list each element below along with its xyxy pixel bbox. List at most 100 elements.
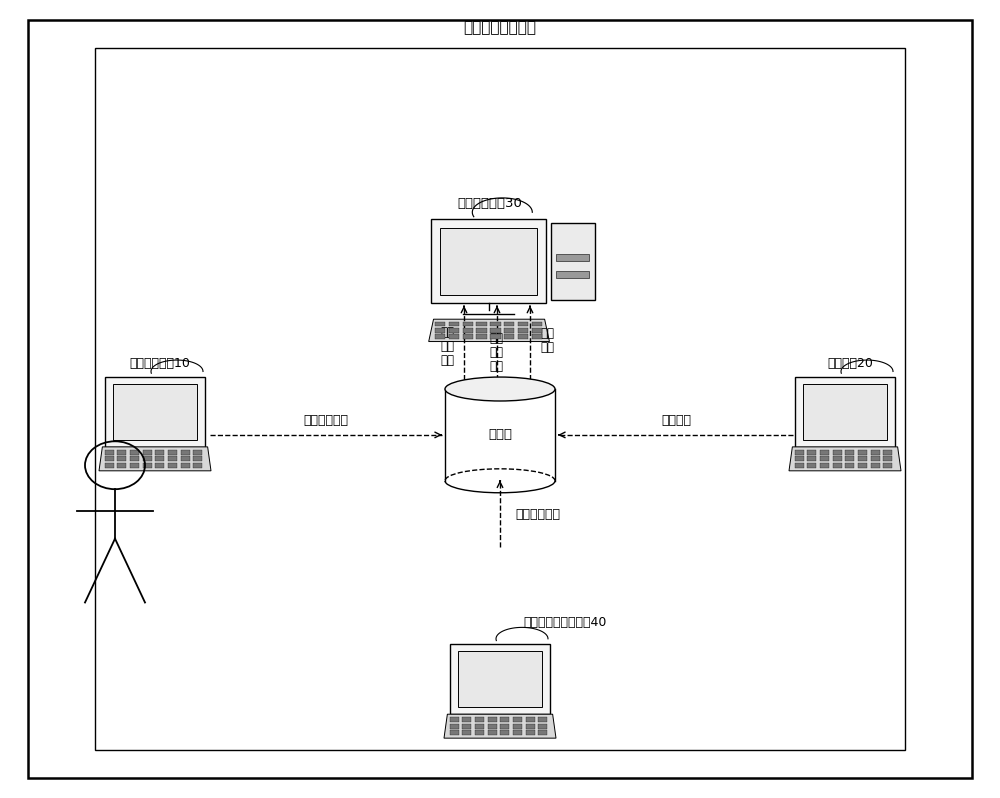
Text: 投料记录信息: 投料记录信息 (304, 414, 349, 427)
Bar (475, 724, 484, 729)
Bar (845, 456, 854, 461)
Bar (532, 322, 542, 326)
Text: 信息管理系统30: 信息管理系统30 (458, 197, 522, 210)
Bar (845, 463, 854, 468)
Bar (504, 328, 514, 333)
Bar (488, 724, 497, 729)
Polygon shape (429, 319, 549, 342)
Bar (871, 463, 880, 468)
Bar (463, 334, 473, 339)
Bar (556, 254, 589, 262)
Bar (807, 463, 816, 468)
Bar (871, 456, 880, 461)
Bar (168, 450, 177, 455)
Bar (858, 456, 867, 461)
Bar (181, 463, 190, 468)
Bar (795, 450, 804, 455)
Bar (105, 463, 114, 468)
Bar (445, 389, 555, 480)
Bar (143, 450, 152, 455)
Bar (538, 724, 547, 729)
Bar (490, 334, 501, 339)
Bar (193, 450, 202, 455)
Text: 投料
记录
信息: 投料 记录 信息 (440, 326, 454, 367)
Bar (807, 456, 816, 461)
Text: 入库
检测
指标: 入库 检测 指标 (489, 332, 503, 373)
Bar (450, 644, 550, 714)
Bar (500, 717, 509, 722)
Bar (463, 322, 473, 326)
Text: 物料信息管理平台: 物料信息管理平台 (464, 21, 536, 35)
Text: 配料信息: 配料信息 (661, 414, 691, 427)
Polygon shape (789, 447, 901, 471)
Bar (883, 456, 892, 461)
Bar (155, 456, 164, 461)
Bar (488, 717, 497, 722)
Bar (532, 334, 542, 339)
Bar (883, 450, 892, 455)
Bar (883, 463, 892, 468)
Bar (807, 450, 816, 455)
Bar (538, 717, 547, 722)
Bar (526, 730, 535, 735)
Bar (820, 450, 829, 455)
Bar (538, 730, 547, 735)
Bar (105, 377, 205, 447)
Bar (833, 463, 842, 468)
Bar (556, 271, 589, 279)
Bar (803, 384, 887, 440)
Text: 配料系统20: 配料系统20 (827, 357, 873, 369)
Bar (105, 456, 114, 461)
Bar (117, 456, 126, 461)
Text: 投料信息系统10: 投料信息系统10 (130, 357, 190, 369)
Bar (462, 717, 471, 722)
Bar (476, 322, 487, 326)
Polygon shape (444, 714, 556, 738)
Bar (117, 450, 126, 455)
Bar (532, 328, 542, 333)
Bar (795, 463, 804, 468)
Bar (130, 463, 139, 468)
Bar (513, 717, 522, 722)
Text: 数据库: 数据库 (488, 429, 512, 441)
Bar (435, 334, 445, 339)
Bar (518, 328, 528, 333)
Bar (449, 322, 459, 326)
Bar (193, 463, 202, 468)
Bar (449, 334, 459, 339)
Bar (143, 456, 152, 461)
Bar (858, 450, 867, 455)
Bar (551, 223, 595, 300)
Text: 配料
信息: 配料 信息 (540, 327, 554, 354)
Bar (95, 48, 905, 750)
Bar (181, 450, 190, 455)
Bar (490, 322, 501, 326)
Bar (500, 730, 509, 735)
Bar (435, 322, 445, 326)
Bar (431, 219, 546, 303)
Text: 入库检测指标: 入库检测指标 (515, 508, 560, 521)
Bar (130, 456, 139, 461)
Bar (526, 724, 535, 729)
Text: 实验室信息管理系统40: 实验室信息管理系统40 (523, 616, 607, 629)
Bar (168, 456, 177, 461)
Bar (463, 328, 473, 333)
Bar (117, 463, 126, 468)
Bar (181, 456, 190, 461)
Bar (504, 322, 514, 326)
Bar (143, 463, 152, 468)
Bar (504, 334, 514, 339)
Bar (462, 730, 471, 735)
Bar (858, 463, 867, 468)
Bar (518, 334, 528, 339)
Bar (490, 328, 501, 333)
Bar (155, 450, 164, 455)
Bar (105, 450, 114, 455)
Ellipse shape (445, 377, 555, 401)
Bar (435, 328, 445, 333)
Bar (820, 456, 829, 461)
Bar (488, 730, 497, 735)
Bar (475, 717, 484, 722)
Bar (795, 456, 804, 461)
Bar (193, 456, 202, 461)
